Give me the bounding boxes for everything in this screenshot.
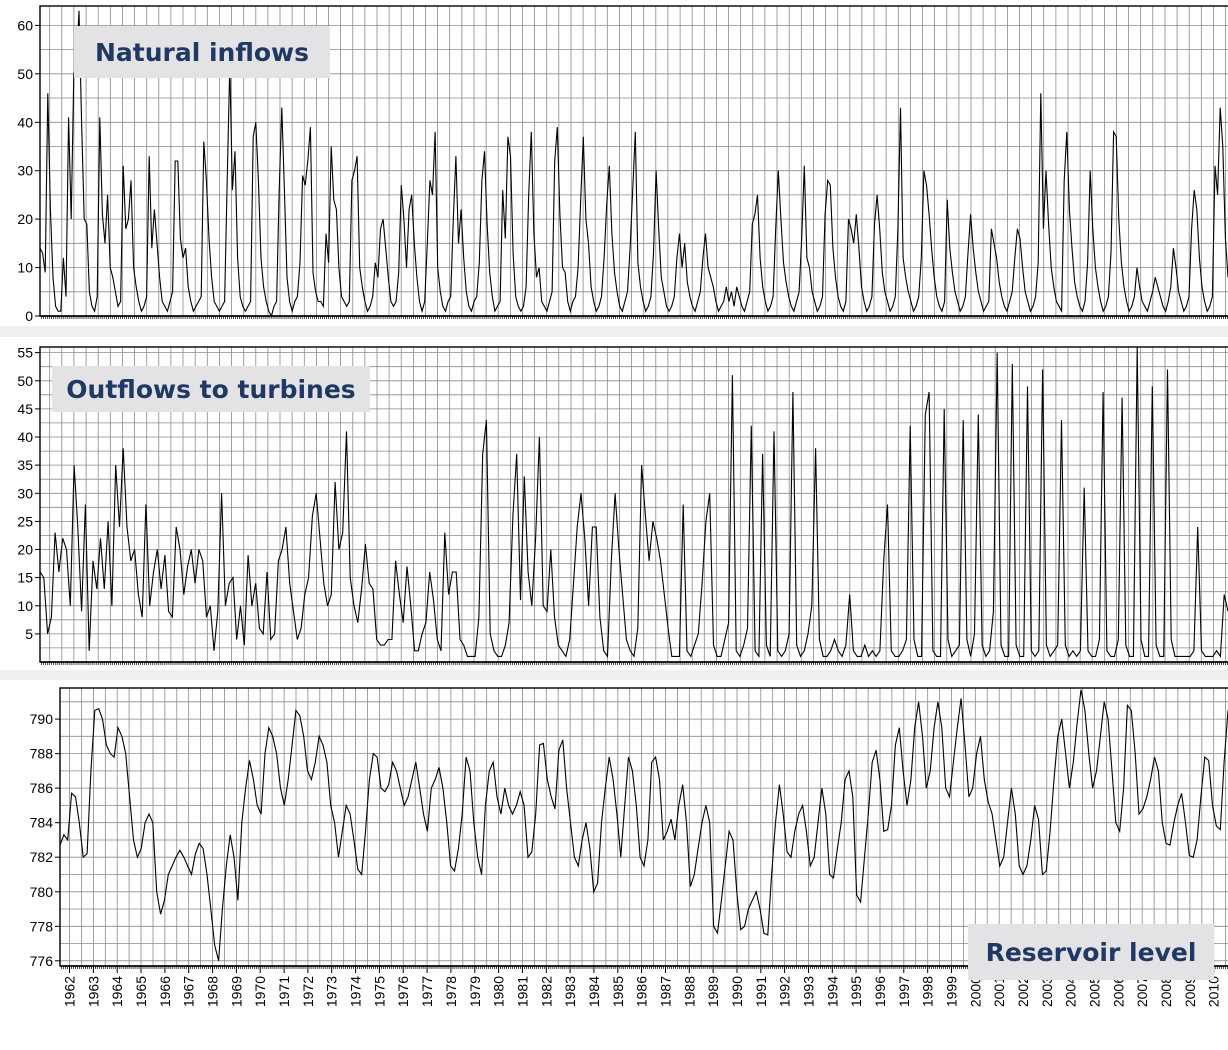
y-tick-label: 0 [25, 308, 33, 324]
y-tick-label: 50 [17, 373, 33, 389]
y-tick-label: 40 [17, 114, 33, 130]
natural-inflows-panel: 0 10 20 30 40 50 60 Natural inflows [17, 5, 1228, 324]
x-tick-label: 1963 [85, 976, 101, 1007]
x-tick-label: 1980 [491, 976, 507, 1007]
x-tick-label: 1981 [514, 976, 530, 1007]
x-tick-label: 2010 [1206, 976, 1222, 1007]
x-tick-label: 1987 [658, 976, 674, 1007]
y-tick-label: 45 [17, 401, 33, 417]
x-tick-label: 2007 [1134, 976, 1150, 1007]
y-axis: 776 778 780 782 784 786 788 790 [30, 711, 60, 969]
x-axis-minor-ticks [40, 661, 1228, 665]
x-tick-label: 1994 [824, 976, 840, 1007]
x-axis-minor-ticks [40, 315, 1228, 319]
panel-separator [0, 670, 1228, 680]
y-tick-label: 30 [17, 485, 33, 501]
y-tick-label: 776 [30, 953, 54, 969]
y-axis: 0 10 20 30 40 50 60 [17, 17, 40, 324]
x-tick-label: 1992 [777, 976, 793, 1007]
title-box [74, 26, 330, 78]
x-tick-label: 1985 [610, 976, 626, 1007]
x-tick-label: 2009 [1182, 976, 1198, 1007]
y-tick-label: 5 [25, 626, 33, 642]
x-tick-label: 1982 [538, 976, 554, 1007]
y-tick-label: 788 [30, 746, 54, 762]
title-box [52, 366, 370, 412]
x-tick-label: 1998 [920, 976, 936, 1007]
y-tick-label: 15 [17, 570, 33, 586]
title-box [968, 924, 1214, 980]
x-tick-label: 1991 [753, 976, 769, 1007]
y-tick-label: 40 [17, 429, 33, 445]
x-tick-label: 2003 [1039, 976, 1055, 1007]
x-tick-label: 1988 [681, 976, 697, 1007]
chart-title: Reservoir level [986, 938, 1197, 967]
x-tick-label: 1964 [109, 976, 125, 1007]
x-tick-label: 1975 [371, 976, 387, 1007]
y-tick-label: 55 [17, 345, 33, 361]
x-tick-label: 1986 [634, 976, 650, 1007]
y-tick-label: 30 [17, 163, 33, 179]
y-tick-label: 782 [30, 849, 54, 865]
y-tick-label: 790 [30, 711, 54, 727]
x-tick-label: 1996 [872, 976, 888, 1007]
x-tick-label: 1995 [848, 976, 864, 1007]
x-tick-label: 1967 [181, 976, 197, 1007]
series-line [39, 10, 1228, 318]
y-axis: 5 10 15 20 25 30 35 40 45 50 55 [17, 345, 40, 642]
chart-title: Natural inflows [95, 38, 309, 67]
x-tick-label: 1972 [300, 976, 316, 1007]
y-tick-label: 10 [17, 260, 33, 276]
outflows-to-turbines-panel: 5 10 15 20 25 30 35 40 45 50 55 Outflows to turbin… [17, 345, 1228, 665]
x-tick-label: 1983 [562, 976, 578, 1007]
x-tick-label: 1999 [944, 976, 960, 1007]
x-tick-label: 2000 [967, 976, 983, 1007]
x-tick-label: 1974 [348, 976, 364, 1007]
y-tick-label: 20 [17, 542, 33, 558]
x-tick-label: 1971 [276, 976, 292, 1007]
chart-title: Outflows to turbines [66, 375, 355, 404]
x-tick-label: 1966 [157, 976, 173, 1007]
x-tick-label: 1969 [228, 976, 244, 1007]
plot-area [60, 688, 1228, 966]
x-tick-label: 1978 [443, 976, 459, 1007]
x-tick-label: 1997 [896, 976, 912, 1007]
y-tick-label: 786 [30, 780, 54, 796]
x-tick-label: 2004 [1063, 976, 1079, 1007]
x-tick-label: 2002 [1015, 976, 1031, 1007]
series-line [59, 689, 1228, 961]
x-tick-label: 1977 [419, 976, 435, 1007]
y-tick-label: 780 [30, 884, 54, 900]
x-tick-label: 2005 [1087, 976, 1103, 1007]
x-tick-label: 1970 [252, 976, 268, 1007]
x-tick-label: 2008 [1158, 976, 1174, 1007]
x-tick-label: 1990 [729, 976, 745, 1007]
x-tick-label: 2001 [991, 976, 1007, 1007]
series-line [39, 346, 1228, 659]
y-tick-label: 20 [17, 211, 33, 227]
panel-separator [0, 326, 1228, 337]
x-tick-label: 1962 [62, 976, 78, 1007]
y-tick-label: 60 [17, 17, 33, 33]
x-tick-label: 1979 [467, 976, 483, 1007]
x-tick-label: 1989 [705, 976, 721, 1007]
x-tick-label: 2006 [1110, 976, 1126, 1007]
x-tick-label: 1984 [586, 976, 602, 1007]
x-axis: 1962 1963 1964 1965 1966 1967 1968 1969 1970 1971… [62, 966, 1222, 1007]
y-tick-label: 10 [17, 598, 33, 614]
y-tick-label: 35 [17, 457, 33, 473]
y-tick-label: 25 [17, 513, 33, 529]
x-tick-label: 1976 [395, 976, 411, 1007]
x-tick-label: 1973 [324, 976, 340, 1007]
x-tick-label: 1993 [801, 976, 817, 1007]
y-tick-label: 50 [17, 66, 33, 82]
x-tick-label: 1968 [205, 976, 221, 1007]
y-tick-label: 784 [30, 815, 54, 831]
y-tick-label: 778 [30, 918, 54, 934]
x-tick-label: 1965 [133, 976, 149, 1007]
